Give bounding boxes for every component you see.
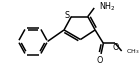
Text: O: O bbox=[113, 43, 119, 52]
Text: S: S bbox=[64, 11, 69, 20]
Text: O: O bbox=[96, 56, 103, 65]
Text: CH$_3$: CH$_3$ bbox=[126, 48, 140, 56]
Text: NH$_2$: NH$_2$ bbox=[99, 1, 116, 13]
